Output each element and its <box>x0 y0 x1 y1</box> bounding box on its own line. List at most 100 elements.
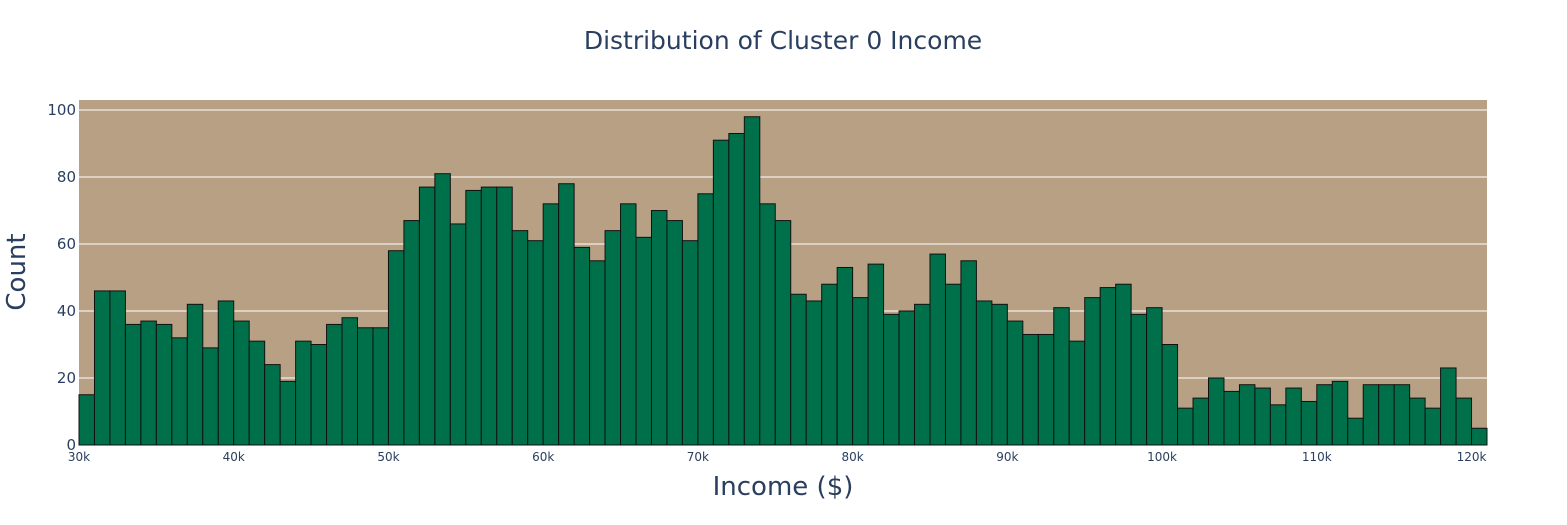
histogram-bar <box>155 323 173 446</box>
histogram-bar <box>480 186 498 446</box>
histogram-bar <box>1130 313 1148 446</box>
histogram-bar <box>635 236 652 446</box>
histogram-bar <box>1285 387 1302 446</box>
histogram-bar <box>1455 397 1473 446</box>
histogram-bar <box>728 132 745 446</box>
histogram-bar <box>1393 384 1411 446</box>
histogram-bars <box>78 116 1488 446</box>
histogram-bar <box>650 210 668 446</box>
x-axis-ticks: 30k 40k 50k 60k 70k 80k 90k 100k 110k 120k <box>68 450 1487 464</box>
histogram-bar <box>233 320 250 446</box>
histogram-bar <box>1068 340 1086 446</box>
histogram-bar <box>140 320 157 446</box>
histogram-bar <box>1378 384 1395 446</box>
histogram-bar <box>264 364 281 446</box>
y-tick-label: 20 <box>57 369 76 387</box>
histogram-bar <box>852 297 869 446</box>
histogram-bar <box>357 327 374 446</box>
histogram-bar <box>929 253 946 446</box>
histogram-bar <box>372 327 389 446</box>
histogram-bar <box>171 337 188 446</box>
x-tick-label: 90k <box>996 450 1018 464</box>
histogram-bar <box>666 220 683 446</box>
histogram-bar <box>712 139 730 446</box>
histogram-bar <box>341 317 359 446</box>
histogram-bar <box>78 394 95 446</box>
histogram-bar <box>821 283 838 446</box>
histogram-bar <box>217 300 235 446</box>
histogram-bar <box>403 220 420 446</box>
histogram-bar <box>1115 283 1132 446</box>
histogram-bar <box>248 340 266 446</box>
histogram-bar <box>573 246 591 446</box>
histogram-bar <box>1424 407 1442 446</box>
histogram-bar <box>790 293 807 446</box>
histogram-bar <box>295 340 312 446</box>
histogram-bar <box>1037 333 1055 446</box>
x-tick-label: 120k <box>1457 450 1487 464</box>
x-tick-label: 60k <box>532 450 554 464</box>
histogram-bar <box>898 310 916 446</box>
histogram-bar <box>1177 407 1194 446</box>
histogram-bar <box>279 380 297 446</box>
histogram-bar <box>1316 384 1333 446</box>
histogram-bar <box>527 240 544 446</box>
histogram-bar <box>326 323 343 446</box>
histogram-bar <box>620 203 637 446</box>
histogram-bar <box>418 186 436 446</box>
y-tick-label: 0 <box>66 436 76 454</box>
histogram-bar <box>1084 297 1101 446</box>
histogram-bar <box>836 266 854 446</box>
histogram-bar <box>1192 397 1209 446</box>
histogram-bar <box>387 250 405 446</box>
histogram-bar <box>1331 380 1349 446</box>
histogram-bar <box>124 323 142 446</box>
x-tick-label: 50k <box>377 450 399 464</box>
histogram-bar <box>867 263 885 446</box>
histogram-bar <box>681 240 699 446</box>
histogram-bar <box>542 203 560 446</box>
histogram-bar <box>93 290 111 446</box>
x-tick-label: 100k <box>1147 450 1177 464</box>
histogram-bar <box>202 347 219 446</box>
histogram-bar <box>991 303 1008 446</box>
histogram-bar <box>1409 397 1426 446</box>
histogram-bar <box>558 183 575 446</box>
histogram-bar <box>1099 287 1117 446</box>
histogram-bar <box>697 193 714 446</box>
histogram-bar <box>496 186 513 446</box>
histogram-bar <box>1254 387 1271 446</box>
histogram-bar <box>1440 367 1457 446</box>
histogram-bar <box>1238 384 1256 446</box>
x-tick-label: 40k <box>223 450 245 464</box>
histogram-bar <box>589 260 606 446</box>
histogram-bar <box>759 203 776 446</box>
histogram-bar <box>1161 344 1179 446</box>
x-tick-label: 110k <box>1302 450 1332 464</box>
y-tick-label: 40 <box>57 302 76 320</box>
histogram-bar <box>109 290 126 446</box>
y-tick-label: 60 <box>57 235 76 253</box>
histogram-bar <box>1053 307 1070 446</box>
histogram-bar <box>1006 320 1024 446</box>
histogram-bar <box>975 300 993 446</box>
histogram-bar <box>1269 404 1287 446</box>
x-tick-label: 30k <box>68 450 90 464</box>
histogram-bar <box>743 116 761 446</box>
x-tick-label: 80k <box>842 450 864 464</box>
histogram-bar <box>1362 384 1380 446</box>
histogram-bar <box>960 260 977 446</box>
y-tick-label: 80 <box>57 168 76 186</box>
chart-title: Distribution of Cluster 0 Income <box>584 26 982 55</box>
histogram-bar <box>805 300 823 446</box>
x-axis-title: Income ($) <box>713 472 854 502</box>
histogram-bar <box>1022 333 1039 446</box>
histogram-bar <box>449 223 467 446</box>
histogram-bar <box>604 230 622 446</box>
histogram-bar <box>914 303 931 446</box>
histogram-bar <box>186 303 204 446</box>
histogram-bar <box>944 283 962 446</box>
histogram-bar <box>774 220 792 446</box>
histogram-bar <box>511 230 529 446</box>
